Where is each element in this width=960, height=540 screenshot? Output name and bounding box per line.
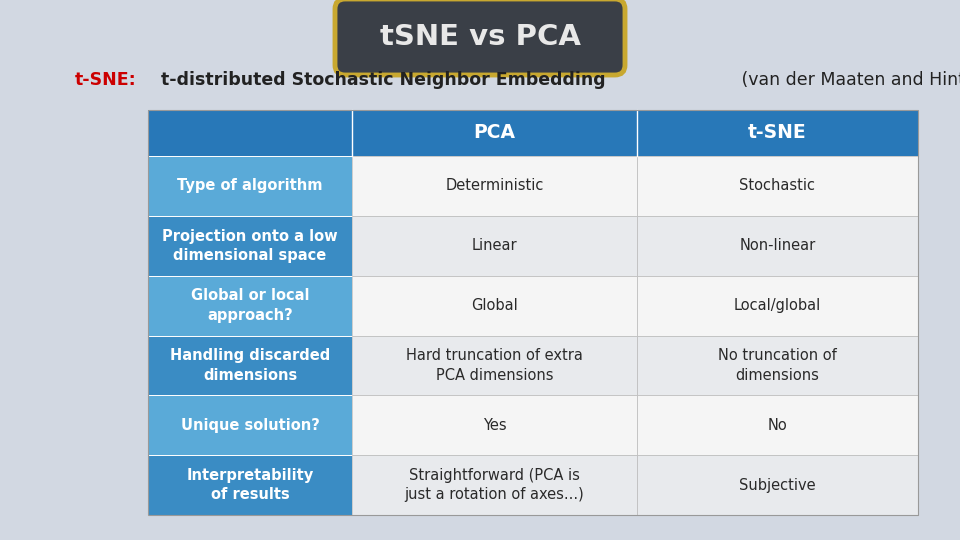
Text: Yes: Yes bbox=[483, 418, 506, 433]
Text: Local/global: Local/global bbox=[733, 298, 821, 313]
Bar bbox=[636, 216, 918, 275]
Text: (van der Maaten and Hinton 2008): (van der Maaten and Hinton 2008) bbox=[736, 71, 960, 89]
Text: t-distributed Stochastic Neighbor Embedding: t-distributed Stochastic Neighbor Embedd… bbox=[155, 71, 606, 89]
Text: Type of algorithm: Type of algorithm bbox=[178, 178, 323, 193]
Bar bbox=[148, 275, 352, 335]
Text: Interpretability
of results: Interpretability of results bbox=[186, 468, 314, 502]
Bar bbox=[148, 455, 352, 515]
Bar bbox=[636, 275, 918, 335]
Bar bbox=[148, 335, 352, 395]
Bar bbox=[148, 110, 352, 156]
Bar bbox=[148, 156, 352, 216]
Bar bbox=[352, 156, 636, 216]
Text: No: No bbox=[768, 418, 787, 433]
Text: PCA: PCA bbox=[473, 124, 516, 143]
Bar bbox=[148, 216, 352, 275]
Text: Hard truncation of extra
PCA dimensions: Hard truncation of extra PCA dimensions bbox=[406, 348, 583, 382]
Text: Straightforward (PCA is
just a rotation of axes...): Straightforward (PCA is just a rotation … bbox=[404, 468, 585, 502]
Text: Subjective: Subjective bbox=[739, 477, 816, 492]
Text: Global: Global bbox=[471, 298, 517, 313]
Bar bbox=[352, 335, 636, 395]
Bar bbox=[352, 110, 636, 156]
Bar bbox=[636, 335, 918, 395]
FancyBboxPatch shape bbox=[335, 0, 625, 75]
Text: t-SNE:: t-SNE: bbox=[75, 71, 136, 89]
Text: Handling discarded
dimensions: Handling discarded dimensions bbox=[170, 348, 330, 382]
Text: Linear: Linear bbox=[471, 238, 517, 253]
Bar bbox=[352, 216, 636, 275]
Bar bbox=[636, 395, 918, 455]
Text: Global or local
approach?: Global or local approach? bbox=[191, 288, 309, 323]
Text: t-SNE: t-SNE bbox=[748, 124, 806, 143]
Text: Projection onto a low
dimensional space: Projection onto a low dimensional space bbox=[162, 228, 338, 263]
Bar bbox=[148, 110, 918, 515]
Bar bbox=[352, 395, 636, 455]
Bar bbox=[352, 455, 636, 515]
Text: tSNE vs PCA: tSNE vs PCA bbox=[379, 23, 581, 51]
Bar bbox=[352, 275, 636, 335]
Bar bbox=[636, 455, 918, 515]
Text: No truncation of
dimensions: No truncation of dimensions bbox=[718, 348, 837, 382]
Bar bbox=[148, 395, 352, 455]
Text: Unique solution?: Unique solution? bbox=[180, 418, 320, 433]
Bar bbox=[636, 110, 918, 156]
Text: Stochastic: Stochastic bbox=[739, 178, 815, 193]
Text: Non-linear: Non-linear bbox=[739, 238, 816, 253]
Text: Deterministic: Deterministic bbox=[445, 178, 543, 193]
Bar bbox=[636, 156, 918, 216]
